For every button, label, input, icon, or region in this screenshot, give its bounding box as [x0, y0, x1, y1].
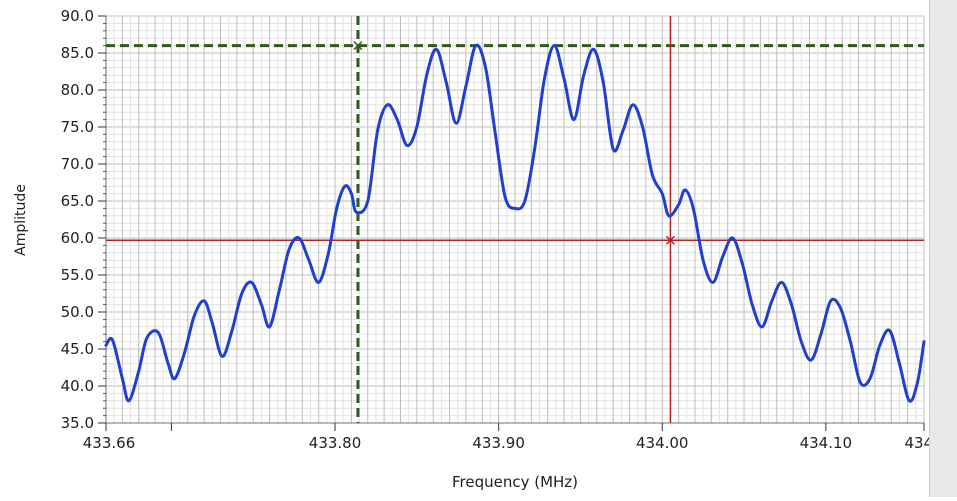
- y-tick-label: 55.0: [61, 266, 94, 284]
- x-tick-label: 434.00: [636, 434, 689, 452]
- scrollbar-gutter[interactable]: [929, 0, 957, 497]
- x-tick-label: 433.80: [309, 434, 362, 452]
- y-tick-label: 70.0: [61, 155, 94, 173]
- x-tick-label: 434.10: [800, 434, 853, 452]
- grid: [106, 16, 924, 423]
- y-tick-label: 35.0: [61, 414, 94, 432]
- y-tick-label: 45.0: [61, 340, 94, 358]
- y-tick-label: 40.0: [61, 377, 94, 395]
- x-tick-label: 433.66: [83, 434, 136, 452]
- y-tick-label: 50.0: [61, 303, 94, 321]
- y-tick-label: 85.0: [61, 44, 94, 62]
- y-tick-label: 60.0: [61, 229, 94, 247]
- x-tick-label: 433.90: [472, 434, 525, 452]
- y-tick-label: 75.0: [61, 118, 94, 136]
- y-tick-label: 80.0: [61, 81, 94, 99]
- x-axis-label: Frequency (MHz): [452, 473, 578, 491]
- y-axis-label: Amplitude: [13, 184, 29, 256]
- y-tick-label: 90.0: [61, 7, 94, 25]
- y-tick-label: 65.0: [61, 192, 94, 210]
